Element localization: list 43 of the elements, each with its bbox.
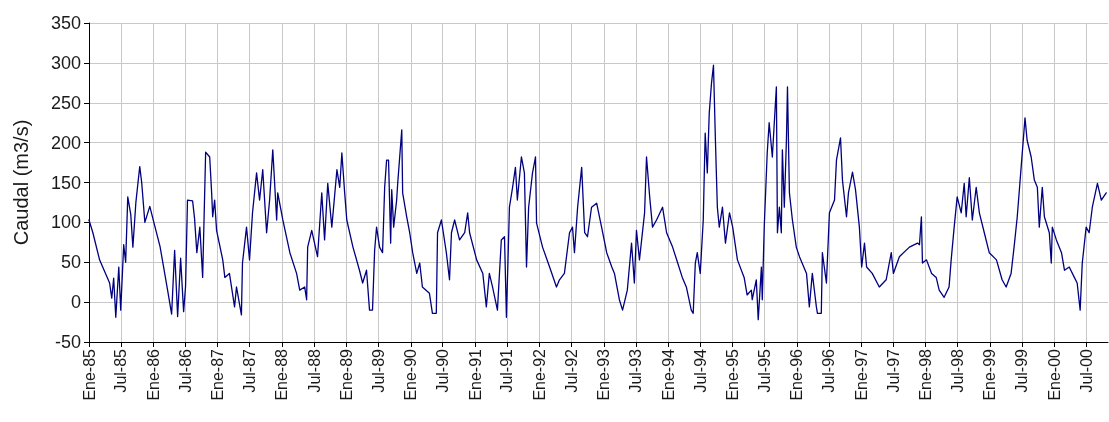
x-tick-label: Ene-87	[209, 348, 227, 401]
x-tick-label: Jul-98	[949, 348, 967, 393]
x-tick-label: Ene-94	[659, 348, 677, 401]
x-tick-label: Jul-93	[627, 348, 645, 393]
y-tick-label: 150	[50, 172, 81, 193]
y-tick-label: 50	[60, 252, 81, 273]
x-tick-label: Ene-95	[724, 348, 741, 401]
y-tick-label: 200	[50, 132, 81, 153]
x-tick-label: Ene-92	[530, 348, 548, 401]
x-tick-label: Jul-91	[498, 348, 516, 393]
x-tick-label: Jul-85	[112, 348, 130, 393]
x-tick-label: Jul-95	[755, 348, 773, 393]
x-tick-label: Jul-92	[562, 348, 580, 393]
line-series	[88, 64, 1107, 321]
x-tick-label: Jul-96	[820, 348, 838, 393]
x-tick-label: Jul-89	[369, 348, 387, 393]
x-tick-label: Jul-87	[241, 348, 259, 393]
x-tick-label: Jul-86	[176, 348, 194, 393]
x-tick-label: Jul-88	[305, 348, 323, 393]
y-tick-label: 350	[50, 13, 81, 33]
x-tick-label: Jul-97	[884, 348, 902, 393]
x-tick-label: Jul-00	[1077, 348, 1095, 393]
y-axis-title: Caudal (m3/s)	[10, 119, 32, 246]
x-tick-label: Ene-88	[273, 348, 291, 401]
x-tick-label: Ene-00	[1045, 348, 1063, 401]
y-tick-label: 250	[50, 92, 81, 113]
x-tick-label: Ene-98	[917, 348, 935, 401]
x-tick-label: Ene-93	[595, 348, 613, 401]
y-tick-label: 300	[50, 52, 81, 73]
x-tick-label: Ene-96	[788, 348, 806, 401]
x-tick-label: Ene-86	[144, 348, 162, 401]
x-tick-label: Ene-91	[466, 348, 484, 401]
x-tick-label: Ene-97	[852, 348, 870, 401]
y-tick-label: 0	[70, 292, 81, 313]
x-tick-label: Ene-89	[337, 348, 355, 401]
x-tick-label: Ene-99	[981, 348, 999, 401]
x-tick-label: Jul-94	[691, 348, 709, 393]
x-tick-label: Jul-99	[1013, 348, 1031, 393]
x-tick-label: Ene-90	[402, 348, 420, 401]
x-tick-label: Ene-85	[80, 348, 98, 401]
y-tick-label: -50	[54, 332, 81, 352]
x-tick-label: Jul-90	[434, 348, 452, 393]
y-tick-label: 100	[50, 212, 81, 233]
